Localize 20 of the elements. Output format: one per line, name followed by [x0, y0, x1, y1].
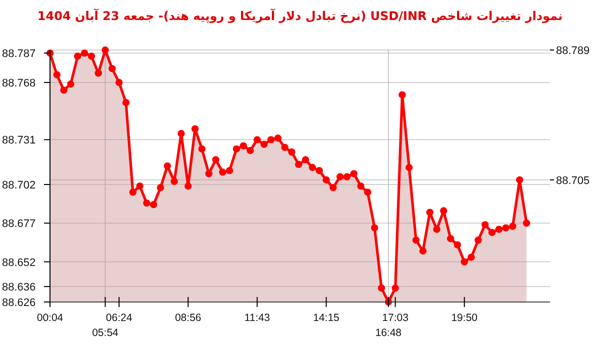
x-tick-label: 14:15	[313, 312, 340, 324]
y-tick-label: 88.768	[2, 77, 36, 90]
x-tick-label: 08:56	[174, 312, 202, 324]
x-tick-label: 06:24	[106, 312, 132, 324]
x-tick-label: 17:03	[382, 312, 409, 324]
y-tick-label: 88.636	[2, 282, 36, 294]
x-tick-label: 19:50	[451, 312, 478, 324]
y-tick-label: 88.787	[2, 48, 36, 60]
y-tick-label: 88.652	[2, 256, 36, 269]
x-tick-label: 00:04	[36, 312, 64, 324]
x-tick-label: 11:43	[244, 312, 270, 324]
y-tick-label: 88.677	[2, 218, 36, 230]
chart-title: نمودار تغییرات شاخص USD/INR (نرخ تبادل دلار آمریکا و روپیه هند)- جمعه 23 آبان 1404	[37, 8, 563, 23]
y-tick-label: 88.626	[2, 297, 36, 309]
x-tick-label: 16:48	[375, 327, 402, 339]
y2-tick-label: 88.789	[556, 45, 590, 57]
y-tick-label: 88.702	[2, 180, 36, 192]
y2-tick-label: 88.705	[556, 174, 590, 187]
y-tick-label: 88.731	[2, 134, 36, 147]
x-tick-label: 05:54	[92, 327, 119, 339]
